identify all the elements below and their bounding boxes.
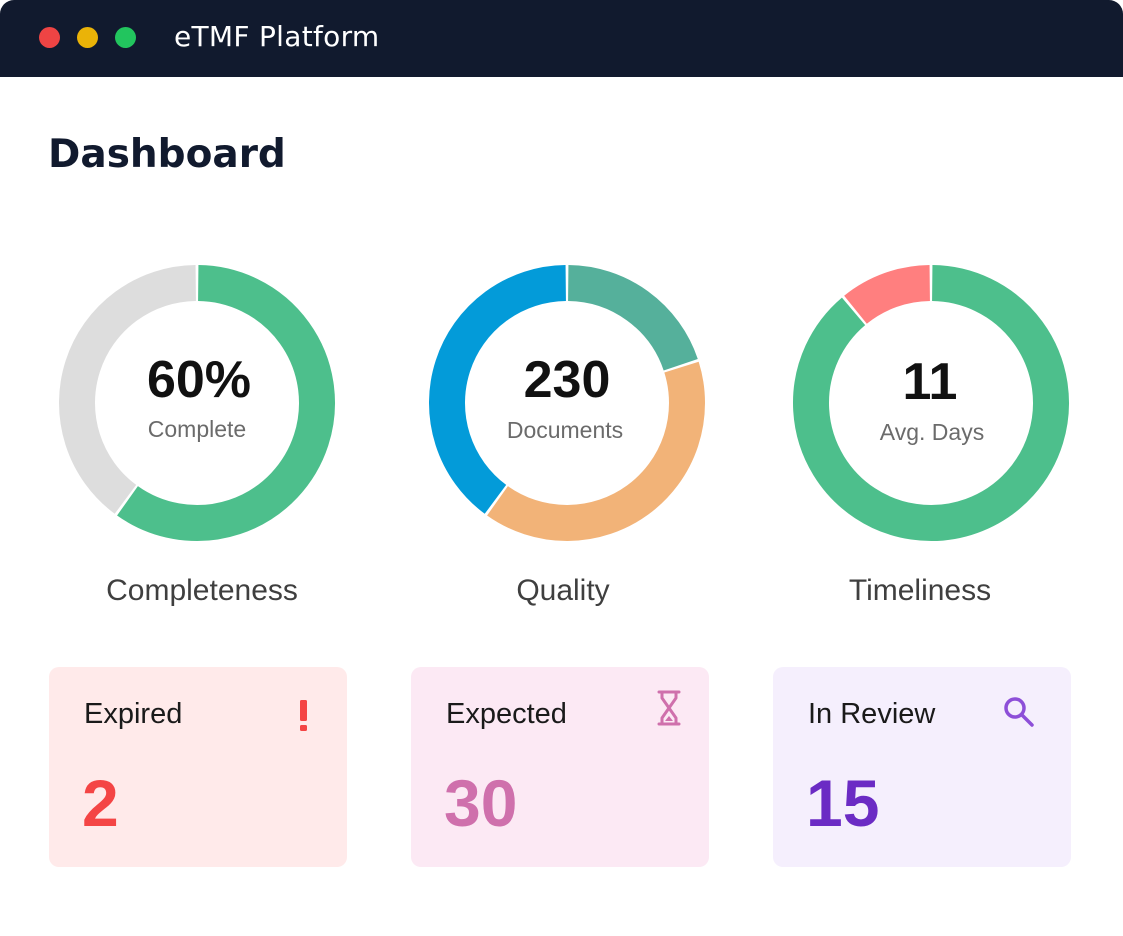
- quality-value: 230: [523, 351, 611, 409]
- timeliness-label: Timeliness: [848, 574, 992, 607]
- expected-count: 30: [444, 766, 518, 840]
- hourglass-icon: [657, 690, 681, 726]
- completeness-value: 60%: [146, 351, 252, 409]
- expected-card[interactable]: Expected 30: [411, 667, 709, 867]
- in-review-label: In Review: [808, 698, 936, 730]
- expired-count: 2: [82, 766, 119, 840]
- close-window-button[interactable]: [39, 27, 60, 48]
- timeliness-segment-1: [844, 265, 931, 325]
- completeness-segment-0: [117, 265, 335, 541]
- timeliness-segment-0: [793, 265, 1069, 541]
- timeliness-value: 11: [902, 353, 958, 411]
- in-review-count: 15: [806, 766, 880, 840]
- completeness-segment-1: [59, 265, 197, 514]
- quality-segment-2: [429, 265, 567, 514]
- quality-caption: Documents: [506, 417, 624, 443]
- expired-card[interactable]: Expired 2: [49, 667, 347, 867]
- app-title: eTMF Platform: [174, 20, 380, 53]
- quality-segment-0: [567, 265, 698, 371]
- expected-label: Expected: [446, 698, 567, 730]
- quality-segment-1: [487, 361, 705, 541]
- exclamation-icon: [300, 700, 307, 731]
- completeness-label: Completeness: [106, 574, 298, 607]
- page-title: Dashboard: [48, 132, 286, 177]
- quality-label: Quality: [516, 574, 610, 607]
- maximize-window-button[interactable]: [115, 27, 136, 48]
- timeliness-caption: Avg. Days: [879, 419, 985, 445]
- search-icon: [1004, 697, 1034, 727]
- title-bar: eTMF Platform: [0, 0, 1123, 77]
- expired-label: Expired: [84, 698, 183, 730]
- in-review-card[interactable]: In Review 15: [773, 667, 1071, 867]
- minimize-window-button[interactable]: [77, 27, 98, 48]
- completeness-caption: Complete: [147, 416, 247, 442]
